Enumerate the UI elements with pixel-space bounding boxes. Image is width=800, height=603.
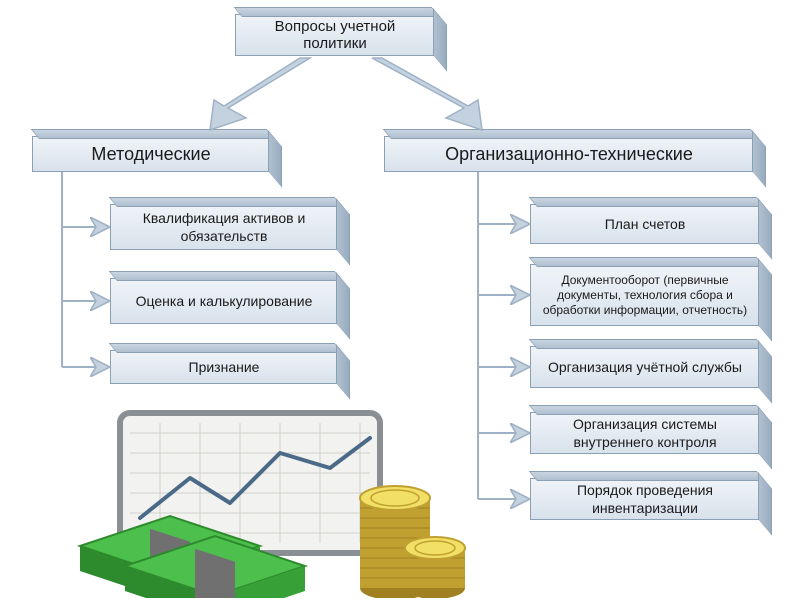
node-l1-label: Квалификация активов и обязательств bbox=[119, 209, 329, 245]
node-r5-label: Порядок проведения инвентаризации bbox=[539, 481, 751, 517]
node-r3-label: Организация учётной службы bbox=[548, 358, 742, 376]
node-root-label: Вопросы учетной политики bbox=[244, 18, 426, 52]
node-r5: Порядок проведения инвентаризации bbox=[530, 478, 760, 520]
node-l3: Признание bbox=[110, 350, 338, 384]
node-r1: План счетов bbox=[530, 204, 760, 244]
coins-icon bbox=[360, 486, 465, 598]
node-l1: Квалификация активов и обязательств bbox=[110, 204, 338, 250]
arrow-root-right bbox=[372, 58, 482, 130]
node-right-category: Организационно-технические bbox=[384, 136, 754, 172]
finance-illustration bbox=[70, 408, 470, 598]
node-l2: Оценка и калькулирование bbox=[110, 278, 338, 324]
node-r1-label: План счетов bbox=[605, 215, 686, 233]
node-left-category: Методические bbox=[32, 136, 270, 172]
node-left-category-label: Методические bbox=[91, 144, 210, 165]
node-root: Вопросы учетной политики bbox=[235, 14, 435, 56]
node-r4: Организация системы внутреннего контроля bbox=[530, 412, 760, 454]
node-r3: Организация учётной службы bbox=[530, 346, 760, 388]
node-r2-label: Документооборот (первичные документы, те… bbox=[539, 273, 751, 318]
arrow-root-left bbox=[210, 58, 310, 130]
node-r4-label: Организация системы внутреннего контроля bbox=[539, 415, 751, 451]
node-l2-label: Оценка и калькулирование bbox=[136, 292, 313, 310]
node-l3-label: Признание bbox=[189, 358, 260, 376]
node-r2: Документооборот (первичные документы, те… bbox=[530, 264, 760, 326]
node-right-category-label: Организационно-технические bbox=[445, 144, 693, 165]
